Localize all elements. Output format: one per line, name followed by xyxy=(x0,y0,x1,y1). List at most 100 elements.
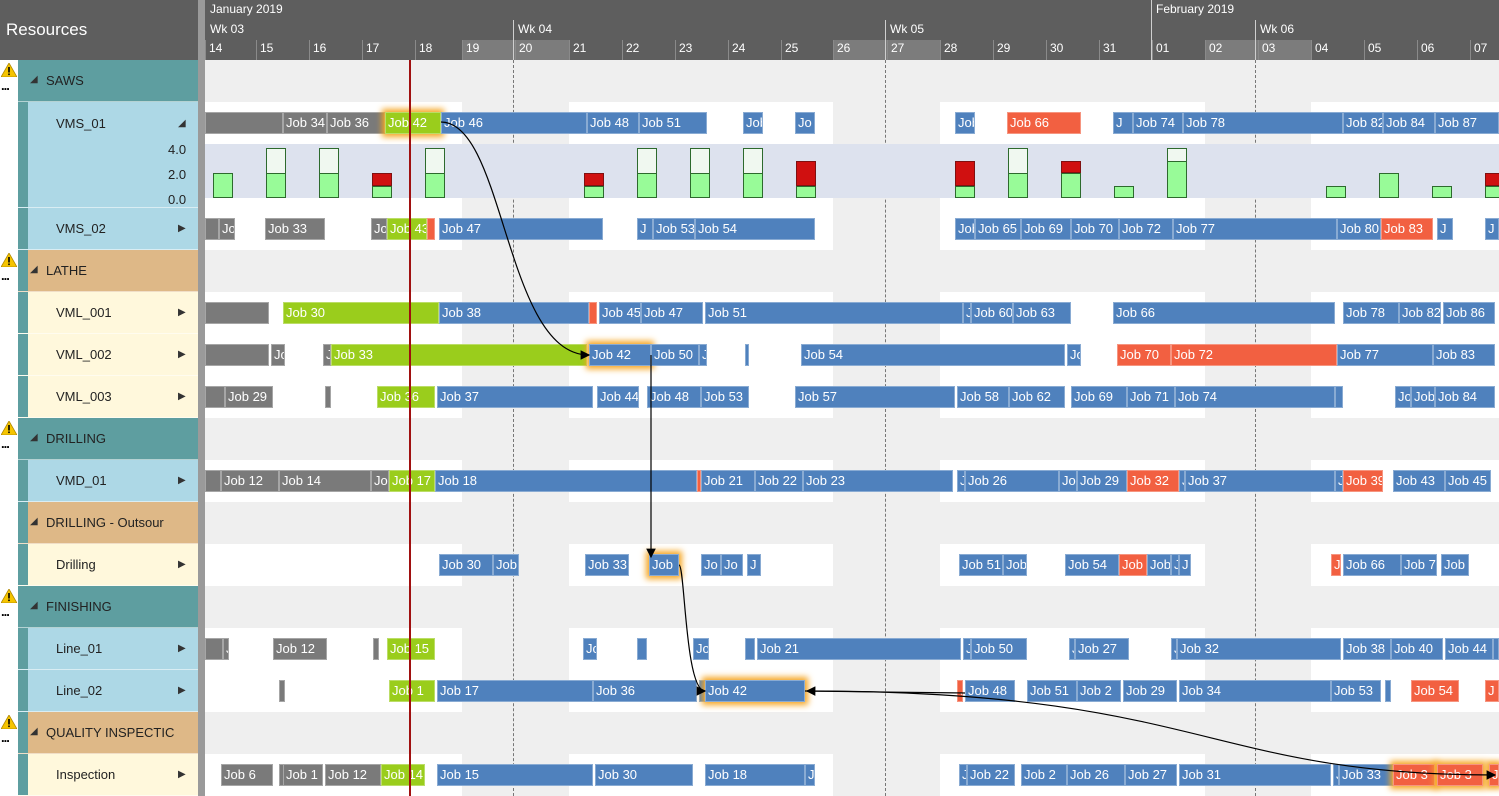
job-bar[interactable]: Job 12 xyxy=(325,764,381,786)
job-bar[interactable]: Job 33 xyxy=(585,554,629,576)
job-bar[interactable] xyxy=(205,112,283,134)
job-bar[interactable]: J xyxy=(747,554,761,576)
job-bar[interactable] xyxy=(427,218,435,240)
job-bar[interactable] xyxy=(279,680,285,702)
job-bar[interactable]: Jo xyxy=(371,218,387,240)
job-bar[interactable]: Job 53 xyxy=(701,386,749,408)
job-bar[interactable]: Job 70 xyxy=(1071,218,1119,240)
job-bar[interactable]: Job xyxy=(955,112,975,134)
job-bar[interactable]: Job 38 xyxy=(1343,638,1391,660)
job-bar[interactable]: Job 17 xyxy=(389,470,435,492)
job-bar[interactable] xyxy=(205,386,225,408)
job-bar[interactable]: Job 65 xyxy=(975,218,1021,240)
job-bar[interactable]: Job xyxy=(743,112,763,134)
job-bar[interactable]: Job 78 xyxy=(1183,112,1343,134)
job-bar[interactable]: Job 26 xyxy=(965,470,1059,492)
job-bar[interactable]: Job 81 xyxy=(1411,386,1435,408)
job-bar[interactable] xyxy=(1335,386,1343,408)
job-bar[interactable] xyxy=(1385,680,1391,702)
job-bar[interactable]: Job 32 xyxy=(1177,638,1341,660)
job-bar[interactable]: Job 72 xyxy=(1171,344,1337,366)
job-bar[interactable]: Jo xyxy=(219,218,235,240)
job-bar[interactable] xyxy=(637,638,647,660)
job-bar[interactable]: J xyxy=(959,764,967,786)
job-bar[interactable]: Job 42 xyxy=(705,680,805,702)
expand-chevron-icon[interactable]: ▶ xyxy=(178,643,186,654)
job-bar[interactable]: J xyxy=(1171,638,1177,660)
resource-row-inspection[interactable]: Inspection ▶ xyxy=(0,754,198,796)
job-bar[interactable]: Job 82 xyxy=(1343,112,1383,134)
job-bar[interactable]: Jo xyxy=(693,638,709,660)
job-bar[interactable] xyxy=(205,344,269,366)
group-row-quality-inspectic[interactable]: ... QUALITY INSPECTIC ◢ xyxy=(0,712,198,754)
job-bar[interactable]: J xyxy=(1485,680,1499,702)
job-bar[interactable]: Job 17 xyxy=(437,680,593,702)
job-bar[interactable]: Job 66 xyxy=(1007,112,1081,134)
job-bar[interactable]: Job 78 xyxy=(1343,302,1399,324)
expand-chevron-icon[interactable]: ▶ xyxy=(178,391,186,402)
job-bar[interactable]: Job 83 xyxy=(1381,218,1433,240)
job-bar[interactable]: Job 54 xyxy=(695,218,815,240)
job-bar[interactable]: Job 2 xyxy=(1021,764,1067,786)
job-bar[interactable]: Job 54 xyxy=(1411,680,1459,702)
job-bar[interactable]: Job 47 xyxy=(641,302,703,324)
job-bar[interactable] xyxy=(205,302,269,324)
job-bar[interactable]: Job 62 xyxy=(1009,386,1065,408)
job-bar[interactable]: Job 66 xyxy=(1113,302,1335,324)
job-bar[interactable]: Job 69 xyxy=(1071,386,1127,408)
job-bar[interactable]: Job 74 xyxy=(1175,386,1335,408)
job-bar[interactable]: Job 39 xyxy=(1343,470,1383,492)
job-bar[interactable] xyxy=(325,386,331,408)
job-bar[interactable]: Job 42 xyxy=(589,344,651,366)
resource-row-drilling[interactable]: Drilling ▶ xyxy=(0,544,198,586)
job-bar[interactable]: J xyxy=(1179,554,1191,576)
collapse-chevron-icon[interactable]: ◢ xyxy=(30,726,38,737)
collapse-chevron-icon[interactable]: ◢ xyxy=(30,432,38,443)
resource-row-line-02[interactable]: Line_02 ▶ xyxy=(0,670,198,712)
collapse-chevron-icon[interactable]: ◢ xyxy=(178,118,186,129)
group-row-drilling[interactable]: ... DRILLING ◢ xyxy=(0,418,198,460)
job-bar[interactable]: Job 14 xyxy=(381,764,425,786)
job-bar[interactable]: Jo xyxy=(1067,344,1081,366)
job-bar[interactable]: Job 50 xyxy=(651,344,699,366)
job-bar[interactable]: Job xyxy=(1119,554,1147,576)
job-bar[interactable]: Job 70 xyxy=(1117,344,1171,366)
job-bar[interactable]: Job 6 xyxy=(221,764,273,786)
job-bar[interactable]: Job 46 xyxy=(441,112,587,134)
job-bar[interactable]: J xyxy=(1171,554,1179,576)
job-bar[interactable]: Job 43 xyxy=(1393,470,1445,492)
collapse-chevron-icon[interactable]: ◢ xyxy=(30,516,38,527)
job-bar[interactable]: Jo xyxy=(1059,470,1077,492)
job-bar[interactable]: Job 44 xyxy=(1445,638,1493,660)
job-bar[interactable]: Job 30 xyxy=(439,554,493,576)
job-bar[interactable] xyxy=(589,302,597,324)
job-bar[interactable]: Job 33 xyxy=(265,218,325,240)
job-bar[interactable]: Job 48 xyxy=(587,112,639,134)
job-bar[interactable]: Job 72 xyxy=(1119,218,1173,240)
job-bar[interactable]: J xyxy=(1485,218,1499,240)
resource-row-vml-002[interactable]: VML_002 ▶ xyxy=(0,334,198,376)
job-bar[interactable]: Job 86 xyxy=(1443,302,1495,324)
expand-chevron-icon[interactable]: ▶ xyxy=(178,223,186,234)
job-bar[interactable]: Job 45 xyxy=(1445,470,1491,492)
resource-row-vml-003[interactable]: VML_003 ▶ xyxy=(0,376,198,418)
job-bar[interactable]: Job 18 xyxy=(435,470,697,492)
job-bar[interactable]: Job 15 xyxy=(437,764,593,786)
job-bar[interactable]: Job xyxy=(1147,554,1171,576)
job-bar[interactable]: J xyxy=(963,302,971,324)
job-bar[interactable]: Job 29 xyxy=(1077,470,1127,492)
job-bar[interactable]: Job 27 xyxy=(1075,638,1129,660)
job-bar[interactable]: Job xyxy=(493,554,519,576)
job-bar[interactable] xyxy=(205,218,219,240)
job-bar[interactable]: Jo xyxy=(701,554,721,576)
job-bar[interactable]: Job 47 xyxy=(439,218,603,240)
job-bar[interactable]: Job 66 xyxy=(1343,554,1401,576)
job-bar[interactable]: Job 38 xyxy=(439,302,589,324)
job-bar[interactable] xyxy=(205,470,221,492)
job-bar[interactable]: Job 31 xyxy=(1179,764,1331,786)
expand-chevron-icon[interactable]: ▶ xyxy=(178,685,186,696)
job-bar[interactable]: Job 44 xyxy=(597,386,639,408)
job-bar[interactable]: Job 2 xyxy=(1077,680,1121,702)
job-bar[interactable]: Jo xyxy=(371,470,389,492)
